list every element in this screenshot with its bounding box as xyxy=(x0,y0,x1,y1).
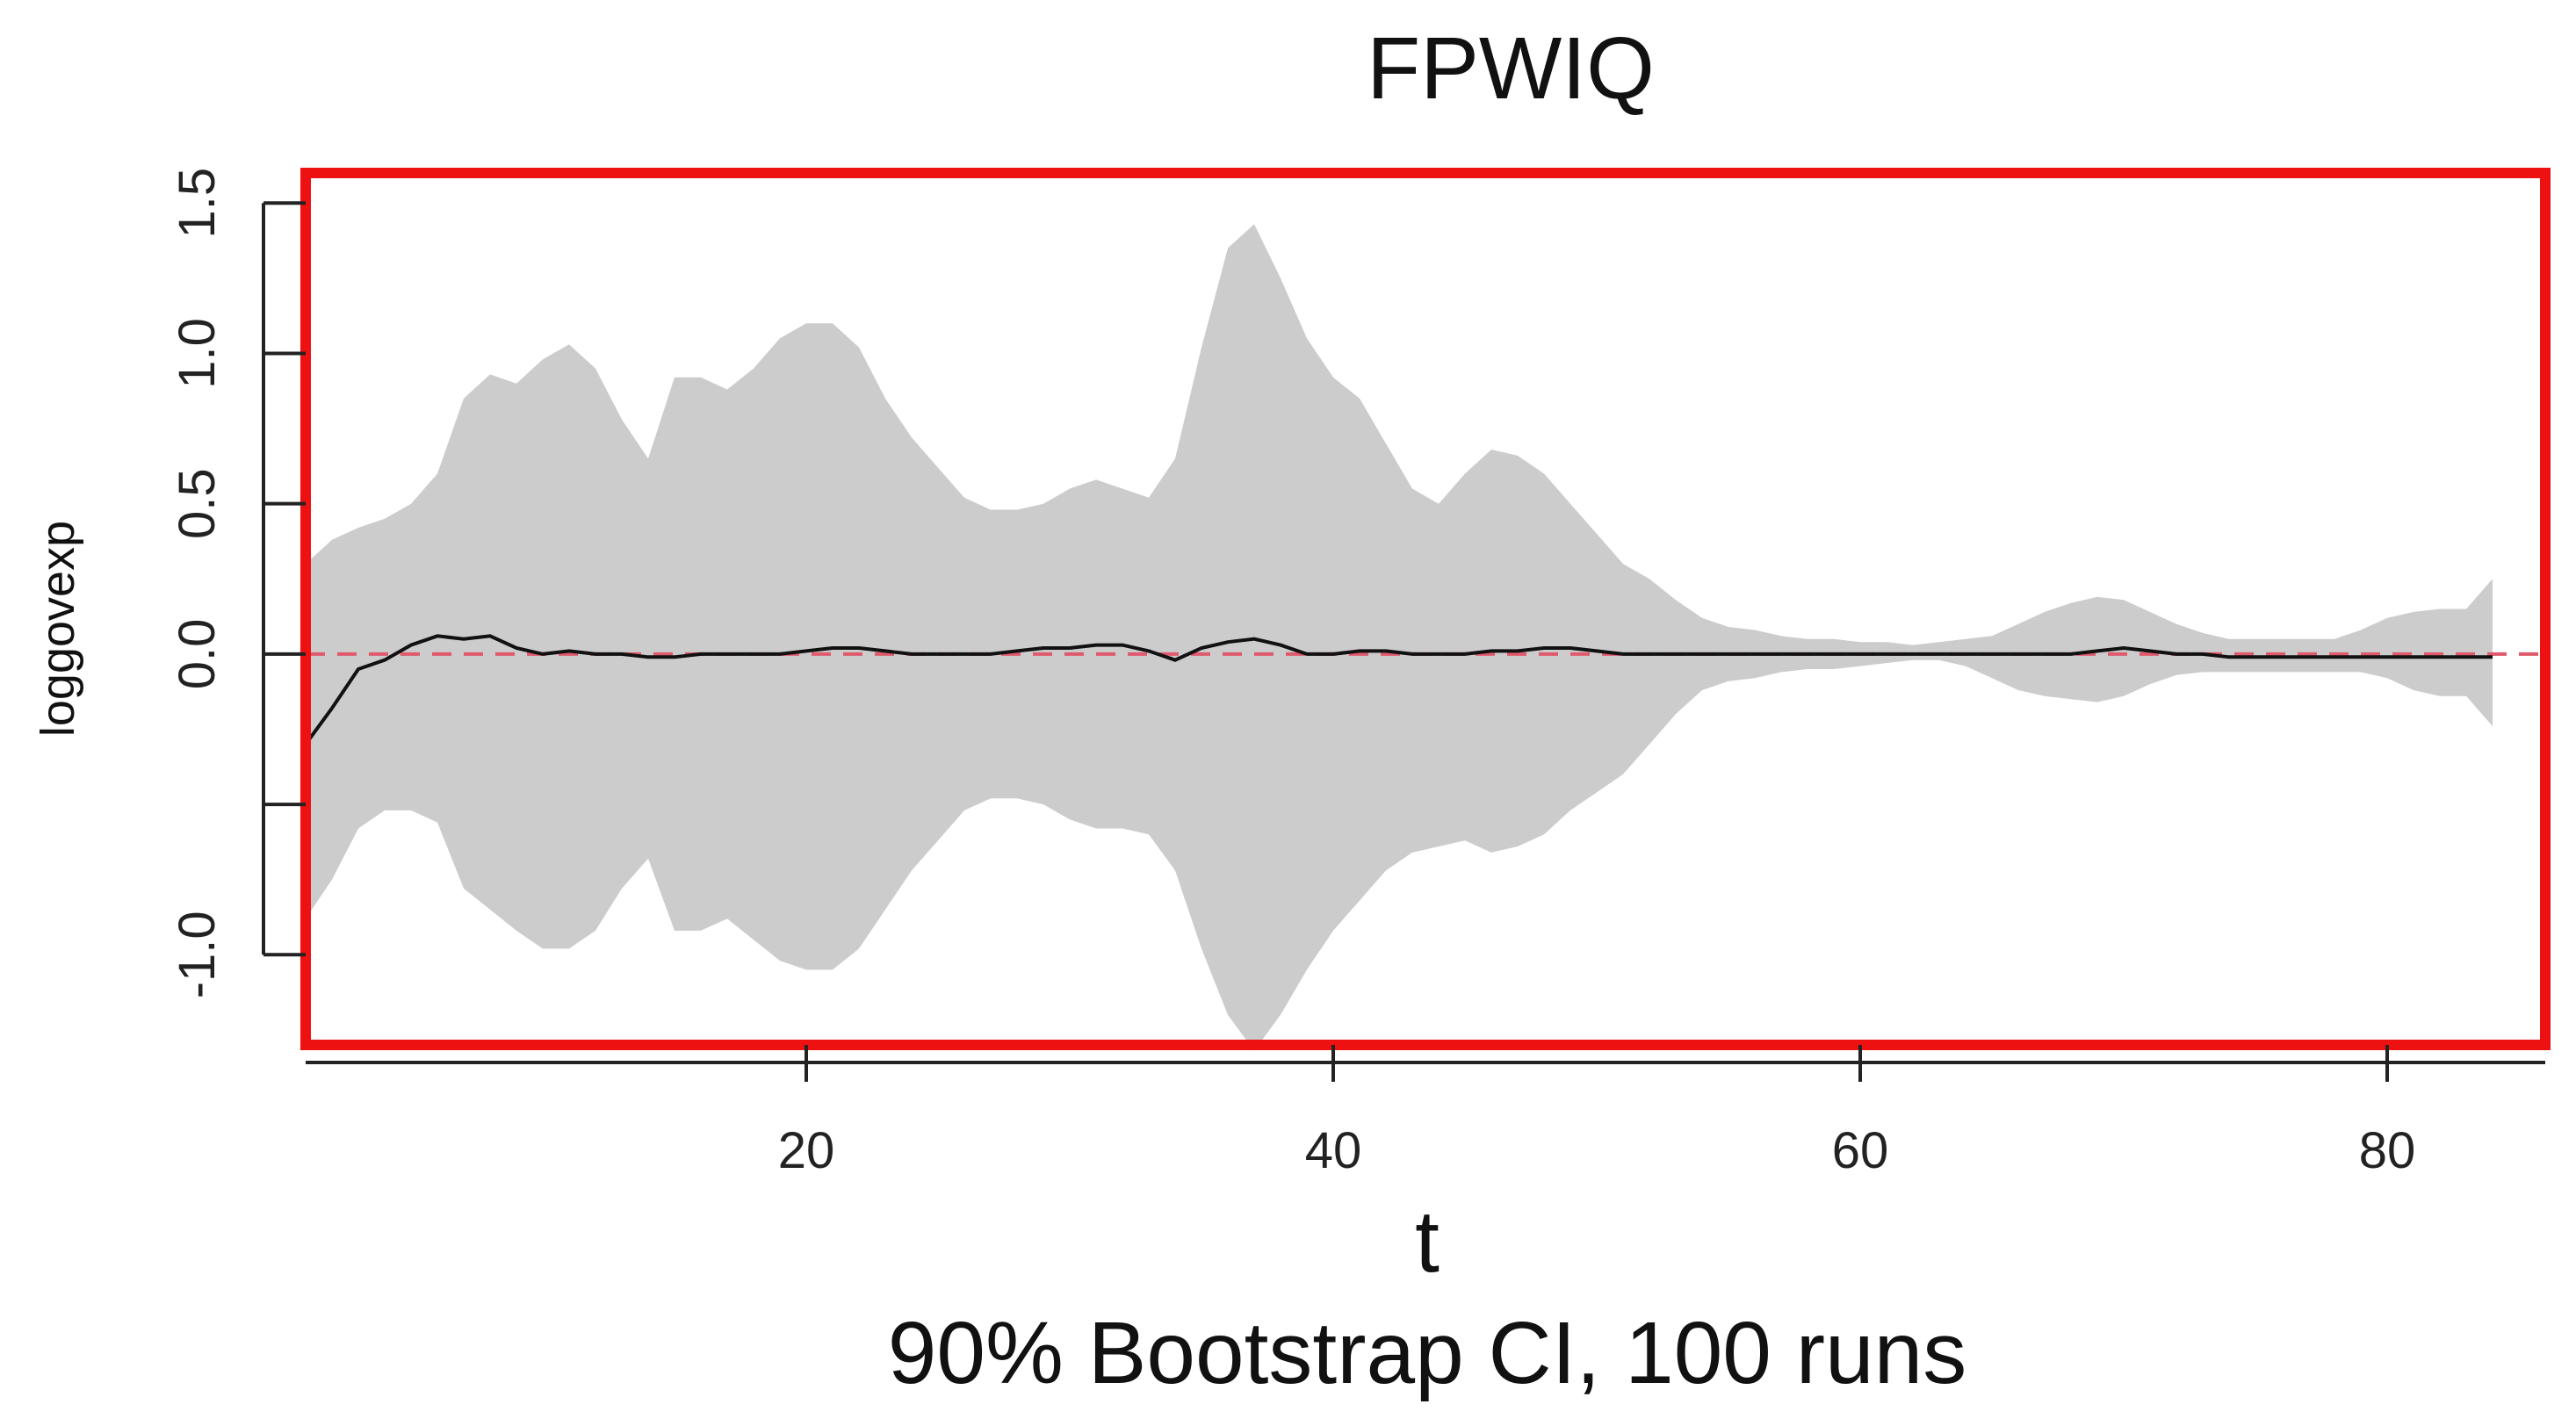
estimate-line xyxy=(304,634,2493,745)
chart-title: FPWIQ xyxy=(1367,19,1655,118)
x-tick-label: 40 xyxy=(1305,1122,1362,1179)
chart-subtitle: 90% Bootstrap CI, 100 runs xyxy=(888,1304,1966,1402)
x-tick-label: 80 xyxy=(2359,1122,2416,1179)
confidence-band xyxy=(306,224,2493,1051)
y-tick-label: -1.0 xyxy=(169,911,226,998)
y-axis: -1.0 0.0 0.5 1.0 1.5 xyxy=(169,168,306,998)
highlight-box xyxy=(300,168,2551,1050)
y-tick-label: 0.5 xyxy=(169,468,226,539)
x-axis: 20 40 60 80 xyxy=(306,1045,2545,1179)
x-axis-label: t xyxy=(1415,1192,1440,1291)
x-tick-label: 20 xyxy=(778,1122,835,1179)
y-axis-label: loggovexp xyxy=(32,521,84,737)
x-tick-label: 60 xyxy=(1832,1122,1889,1179)
y-tick-label: 1.5 xyxy=(169,168,226,239)
y-tick-label: 0.0 xyxy=(169,619,226,690)
y-tick-label: 1.0 xyxy=(169,318,226,389)
plot-area xyxy=(304,224,2545,1051)
